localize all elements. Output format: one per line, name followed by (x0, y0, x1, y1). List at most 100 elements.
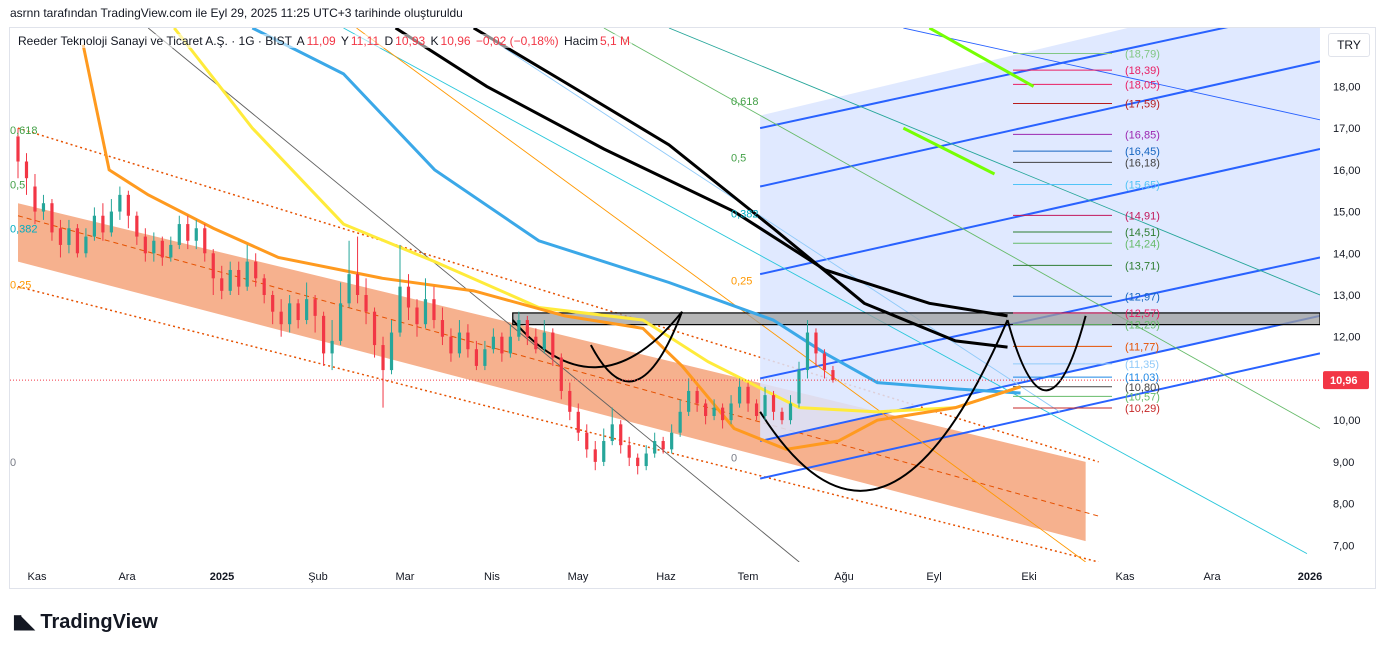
time-axis-tick: Nis (484, 571, 500, 583)
candle-body (305, 299, 309, 321)
moving-average-line (173, 28, 1021, 414)
candle-body (330, 340, 334, 354)
candle-body (169, 244, 173, 258)
candle-body (432, 299, 436, 321)
candle-body (24, 161, 29, 179)
candle-body (771, 395, 776, 412)
fib-label: 0,25 (731, 275, 752, 287)
candle-body (754, 403, 759, 416)
candle-body (466, 332, 470, 350)
candle-body (508, 336, 512, 354)
symbol-legend: Reeder Teknoloji Sanayi ve Ticaret A.Ş. … (18, 34, 633, 48)
candle-body (372, 311, 377, 346)
level-label: (13,71) (1125, 260, 1160, 272)
candle-body (245, 261, 249, 287)
candle-body (109, 211, 113, 233)
low-value: 10,93 (395, 34, 426, 48)
channel-lower-dotted (17, 285, 1099, 562)
pitchfork-line (759, 352, 1320, 480)
candle-body (653, 441, 657, 454)
candle-body (737, 386, 742, 404)
trend-line (147, 28, 800, 562)
close-label: K (430, 34, 439, 48)
level-label: (18,39) (1125, 65, 1160, 77)
cup-pattern-arc (512, 311, 683, 369)
time-axis-tick: Eki (1021, 571, 1036, 583)
last-price-tag (1323, 371, 1369, 390)
time-axis-tick: Kas (28, 571, 47, 583)
low-label: D (384, 34, 394, 48)
fib-label: 0 (10, 457, 16, 469)
candle-body (194, 228, 198, 241)
fib-label: 0,618 (731, 96, 759, 108)
candle-body (296, 303, 300, 321)
candle-body (58, 228, 63, 245)
candle-body (177, 224, 181, 245)
time-axis-tick: Ara (1203, 571, 1221, 583)
candle-body (228, 269, 232, 291)
time-axis-tick: 2026 (1298, 571, 1322, 583)
cup-pattern-arc (759, 319, 1009, 492)
level-label: (12,97) (1125, 291, 1160, 303)
attribution-text: asrnn tarafından TradingView.com ile Eyl… (10, 6, 463, 20)
time-axis-tick: Ara (118, 571, 136, 583)
price-axis-tick: 18,00 (1333, 81, 1361, 93)
candle-body (126, 194, 130, 216)
candle-body (831, 370, 835, 381)
candle-body (381, 345, 385, 371)
candle-body (814, 332, 818, 354)
high-value: 11,11 (350, 34, 380, 48)
pitchfork-line (759, 60, 1320, 188)
candle-body (636, 457, 640, 467)
level-label: (12,29) (1125, 320, 1160, 332)
level-label: (17,59) (1125, 99, 1160, 111)
candle-body (661, 441, 665, 450)
price-axis-tick: 14,00 (1333, 248, 1361, 260)
level-label: (10,29) (1125, 403, 1160, 415)
candle-body (322, 315, 326, 354)
trend-line (473, 28, 1060, 413)
trend-line (903, 28, 1320, 121)
candle-body (398, 286, 402, 333)
candle-body (313, 299, 317, 316)
candle-body (593, 449, 597, 462)
channel-mid-dashed (17, 215, 1099, 517)
tradingview-logo: ▮◣ TradingView (12, 609, 158, 634)
level-label: (10,57) (1125, 391, 1160, 403)
price-axis-tick: 16,00 (1333, 165, 1361, 177)
candle-body (729, 403, 733, 421)
moving-average-line (394, 28, 1008, 318)
candle-body (678, 411, 682, 433)
candle-body (457, 332, 462, 354)
trend-line (343, 28, 1308, 555)
cup-pattern-arc (589, 311, 683, 383)
time-axis-tick: Haz (656, 571, 676, 583)
time-axis-tick: Mar (396, 571, 415, 583)
fib-label: 0,382 (10, 223, 38, 235)
fib-label: 0 (731, 453, 737, 465)
price-axis-tick: 10,00 (1333, 415, 1361, 427)
candle-body (720, 407, 725, 421)
trend-line (603, 28, 1320, 429)
candle-body (135, 215, 139, 237)
change-value: −0,02 (−0,18%) (475, 34, 559, 48)
level-label: (14,51) (1125, 227, 1160, 239)
price-axis-tick: 8,00 (1333, 499, 1354, 511)
level-label: (10,80) (1125, 382, 1160, 394)
trend-line (356, 28, 1086, 562)
candle-body (534, 336, 538, 350)
candle-body (364, 295, 368, 312)
candle-body (483, 349, 487, 366)
candle-body (687, 390, 691, 412)
plot-area (10, 28, 1320, 562)
open-label: A (296, 34, 305, 48)
currency-button[interactable]: TRY (1328, 33, 1370, 57)
candle-body (610, 424, 614, 442)
time-axis-tick: Şub (308, 571, 328, 583)
level-label: (11,03) (1125, 372, 1159, 384)
green-trend-line (902, 126, 996, 176)
candle-body (84, 236, 88, 254)
pitchfork-line (759, 314, 1320, 442)
candle-body (517, 320, 521, 337)
